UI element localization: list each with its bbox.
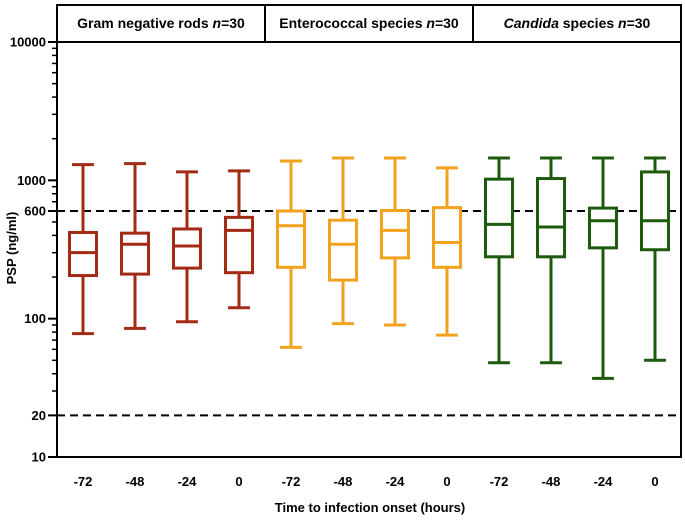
x-tick-label: -48 (126, 474, 145, 489)
box-3--72 (483, 156, 515, 365)
x-tick-label: -72 (282, 474, 301, 489)
x-tick-label: -24 (594, 474, 614, 489)
box-2--48 (327, 156, 359, 326)
iqr-box (223, 215, 255, 275)
panel-title-text: Candida (504, 15, 559, 31)
iqr-box (535, 177, 567, 259)
box-series (67, 156, 671, 380)
y-axis: 10 20 100 600 1000 10000 (10, 35, 57, 465)
iqr-box (119, 231, 151, 276)
box-1--72 (67, 163, 99, 336)
y-tick-label-600: 600 (24, 204, 46, 219)
y-tick-label-20: 20 (32, 408, 46, 423)
x-tick-label: -48 (334, 474, 353, 489)
box-3-0 (639, 156, 671, 362)
box-2--24 (379, 156, 411, 327)
iqr-box (171, 227, 203, 270)
box-2-0 (431, 166, 463, 337)
panel-title-1: Gram negative rods n=30 (77, 15, 245, 31)
box-1--24 (171, 170, 203, 324)
y-tick-label-1000: 1000 (17, 173, 46, 188)
x-tick-label: -72 (74, 474, 93, 489)
x-tick-label: 0 (235, 474, 242, 489)
iqr-box (587, 206, 619, 250)
panel-title-3: Candida species n=30 (504, 15, 651, 31)
box-3--24 (587, 156, 619, 380)
plot-frame (56, 41, 682, 458)
iqr-box (639, 170, 671, 252)
iqr-box (483, 177, 515, 259)
panel-title-suffix: species (559, 15, 618, 31)
x-tick-label: -72 (490, 474, 509, 489)
x-axis-title: Time to infection onset (hours) (275, 500, 465, 515)
box-1-0 (223, 169, 255, 310)
panel-header-border (56, 4, 682, 43)
x-tick-label: -48 (542, 474, 561, 489)
y-tick-label-10: 10 (32, 450, 46, 465)
plot-border (56, 41, 682, 458)
iqr-box (431, 206, 463, 269)
y-tick-label-10000: 10000 (10, 35, 46, 50)
panel-title-text: Gram negative rods (77, 15, 212, 31)
panel-n-value: =30 (221, 15, 245, 31)
panel-n-label: n (213, 15, 222, 31)
box-3--48 (535, 156, 567, 365)
panel-n-label: n (426, 15, 435, 31)
x-axis: -72 -48 -24 0 -72 -48 -24 0 -72 -48 -24 0 (74, 474, 659, 489)
panel-n-value: =30 (435, 15, 459, 31)
reference-lines (57, 210, 681, 417)
panel-n-value: =30 (627, 15, 651, 31)
iqr-box (327, 218, 359, 282)
panel-n-label: n (618, 15, 627, 31)
box-1--48 (119, 162, 151, 330)
x-tick-label: -24 (178, 474, 198, 489)
x-tick-label: -24 (386, 474, 406, 489)
iqr-box (379, 209, 411, 260)
panel-headers: Gram negative rods n=30 Enterococcal spec… (56, 4, 682, 43)
box-2--72 (275, 159, 307, 349)
panel-title-text: Enterococcal species (279, 15, 426, 31)
x-tick-label: 0 (651, 474, 658, 489)
panel-title-2: Enterococcal species n=30 (279, 15, 459, 31)
x-tick-label: 0 (443, 474, 450, 489)
y-tick-label-100: 100 (24, 311, 46, 326)
y-axis-title: PSP (ng/ml) (4, 212, 19, 285)
iqr-box (275, 209, 307, 269)
